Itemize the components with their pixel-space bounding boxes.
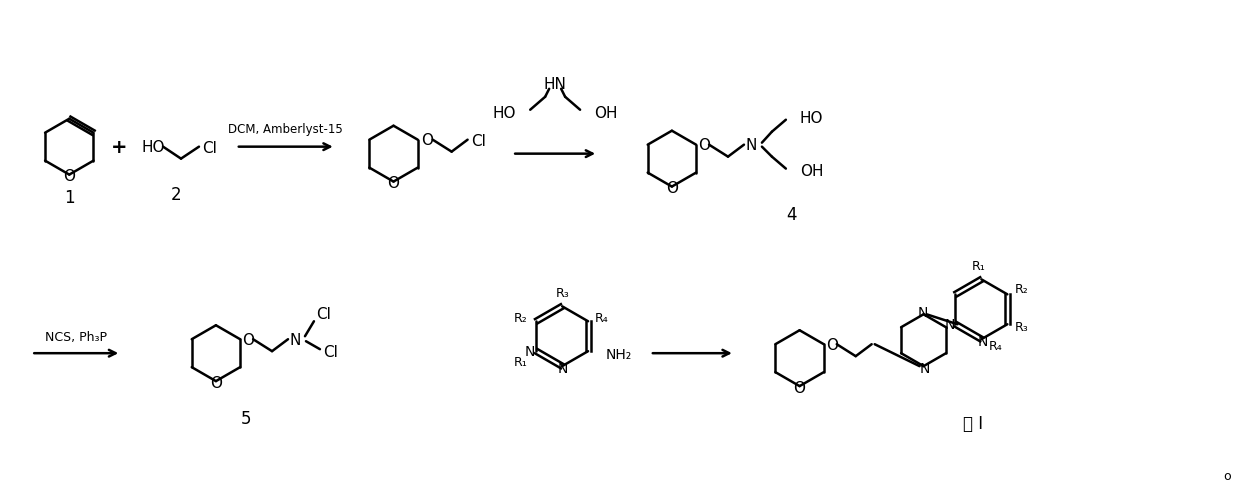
Text: OH: OH: [800, 164, 823, 179]
Text: O: O: [388, 176, 399, 191]
Text: HN: HN: [543, 77, 567, 92]
Text: O: O: [63, 169, 76, 184]
Text: N: N: [745, 138, 756, 153]
Text: +: +: [110, 138, 128, 157]
Text: R₂: R₂: [513, 311, 527, 324]
Text: O: O: [420, 133, 433, 148]
Text: Cl: Cl: [202, 141, 217, 156]
Text: 4: 4: [786, 205, 797, 223]
Text: HO: HO: [492, 106, 516, 121]
Text: R₄: R₄: [595, 311, 609, 324]
Text: 2: 2: [171, 185, 181, 203]
Text: N: N: [558, 362, 568, 376]
Text: O: O: [794, 380, 806, 395]
Text: HO: HO: [800, 111, 823, 126]
Text: NCS, Ph₃P: NCS, Ph₃P: [45, 330, 107, 343]
Text: O: O: [210, 375, 222, 390]
Text: N: N: [525, 345, 536, 359]
Text: Cl: Cl: [471, 134, 486, 149]
Text: Cl: Cl: [322, 344, 337, 359]
Text: R₃: R₃: [1014, 320, 1028, 333]
Text: 1: 1: [64, 188, 74, 206]
Text: o: o: [1223, 469, 1230, 483]
Text: O: O: [666, 181, 678, 196]
Text: N: N: [918, 306, 928, 319]
Text: O: O: [242, 332, 254, 347]
Text: 5: 5: [241, 409, 252, 427]
Text: N: N: [945, 318, 955, 332]
Text: N: N: [977, 334, 987, 348]
Text: Cl: Cl: [316, 306, 331, 321]
Text: R₁: R₁: [513, 355, 527, 368]
Text: R₃: R₃: [556, 286, 569, 299]
Text: R₁: R₁: [972, 259, 986, 272]
Text: DCM, Amberlyst-15: DCM, Amberlyst-15: [228, 123, 343, 136]
Text: HO: HO: [141, 140, 165, 155]
Text: OH: OH: [594, 106, 618, 121]
Text: O: O: [826, 337, 838, 352]
Text: N: N: [289, 332, 300, 347]
Text: NH₂: NH₂: [606, 348, 632, 362]
Text: R₂: R₂: [1014, 282, 1028, 295]
Text: 式 I: 式 I: [963, 414, 983, 432]
Text: R₄: R₄: [988, 339, 1002, 352]
Text: O: O: [698, 138, 711, 153]
Text: N: N: [919, 362, 930, 376]
